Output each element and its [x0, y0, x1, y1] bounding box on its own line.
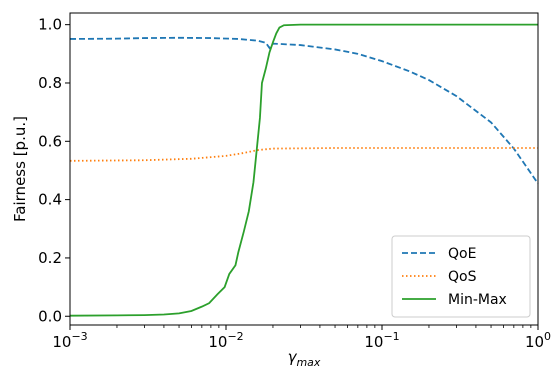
x-tick-label: 10−3	[52, 330, 87, 351]
legend-label-qoe: QoE	[448, 246, 476, 262]
x-tick-label: 10−2	[208, 330, 243, 351]
x-tick-label: 10−1	[364, 330, 399, 351]
y-tick-label: 0.2	[38, 249, 62, 267]
y-tick-label: 0.8	[38, 74, 62, 92]
legend-label-min-max: Min-Max	[448, 292, 507, 308]
y-tick-label: 0.6	[38, 132, 62, 150]
y-axis-label: Fairness [p.u.]	[11, 116, 29, 222]
y-tick-label: 1.0	[38, 16, 62, 34]
x-axis-label: γmax	[288, 348, 321, 367]
legend: QoE QoS Min-Max	[392, 236, 530, 317]
y-tick-label: 0.4	[38, 191, 62, 209]
legend-label-qos: QoS	[448, 269, 477, 285]
y-tick-label: 0.0	[38, 307, 62, 325]
x-tick-label: 100	[525, 330, 551, 351]
